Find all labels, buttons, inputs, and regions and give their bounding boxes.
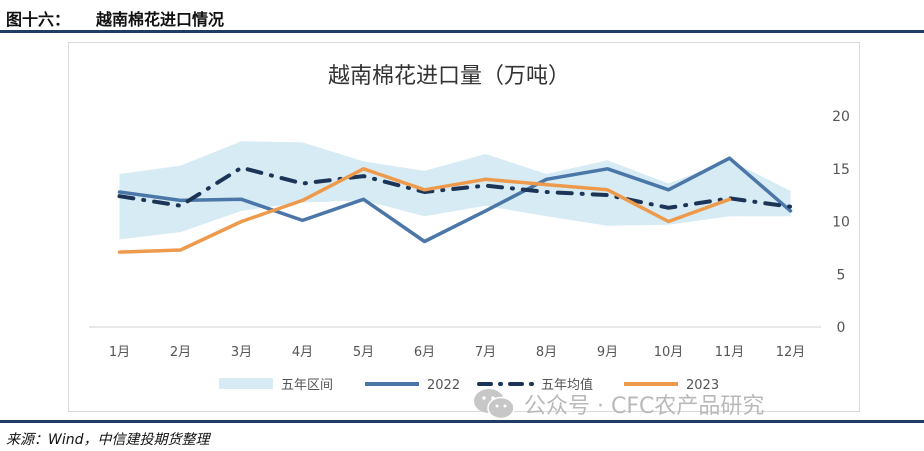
x-tick-label: 12月 (776, 345, 806, 360)
legend: 五年区间 2022 五年均值 2023 (219, 377, 719, 393)
x-tick-label: 2月 (170, 345, 191, 360)
source-note: 来源：Wind，中信建投期货整理 (6, 432, 210, 448)
legend-label: 2023 (686, 378, 719, 393)
x-tick-label: 3月 (231, 345, 252, 360)
x-tick-label: 8月 (536, 345, 557, 360)
y-tick-label: 10 (832, 215, 850, 231)
footer-divider (0, 420, 924, 423)
chart-title: 越南棉花进口量（万吨） (328, 64, 570, 89)
y-tick-label: 15 (832, 162, 850, 178)
watermark: 公众号 · CFC农产品研究 (472, 386, 764, 422)
y-tick-label: 5 (837, 267, 846, 283)
x-tick-label: 10月 (654, 345, 684, 360)
legend-label: 2022 (427, 378, 460, 393)
figure-title: 越南棉花进口情况 (96, 10, 225, 29)
series-line-0 (117, 156, 793, 244)
legend-label: 五年区间 (281, 378, 333, 393)
axes: 1月 2月 3月 4月 5月 6月 7月 8月 9月 10月 11月 12月 0 5 10 15 20 (89, 109, 850, 360)
x-tick-label: 9月 (597, 345, 618, 360)
series-line-1 (117, 165, 793, 210)
chart-frame: 越南棉花进口量（万吨） 1月 2月 3月 4月 5月 6月 7月 8月 9月 10月 11月 12月 0… (68, 42, 860, 412)
x-tick-label: 7月 (475, 345, 496, 360)
x-tick-label: 5月 (353, 345, 374, 360)
wechat-icon (474, 389, 515, 420)
header-divider (0, 30, 924, 33)
figure-label: 图十六： (6, 10, 71, 29)
x-tick-label: 4月 (292, 345, 313, 360)
legend-label: 五年均值 (541, 377, 593, 393)
y-tick-label: 0 (837, 320, 846, 336)
y-tick-label: 20 (832, 109, 850, 125)
series-line-2 (117, 167, 732, 254)
figure-header: 图十六： 越南棉花进口情况 (0, 0, 924, 32)
chart-svg: 越南棉花进口量（万吨） 1月 2月 3月 4月 5月 6月 7月 8月 9月 10月 11月 12月 0… (89, 64, 850, 393)
x-tick-label: 6月 (414, 345, 435, 360)
x-tick-label: 1月 (109, 345, 130, 360)
legend-swatch (219, 378, 273, 389)
plot-area (117, 141, 793, 254)
watermark-text: 公众号 · CFC农产品研究 (524, 394, 765, 419)
x-tick-label: 11月 (715, 345, 745, 360)
